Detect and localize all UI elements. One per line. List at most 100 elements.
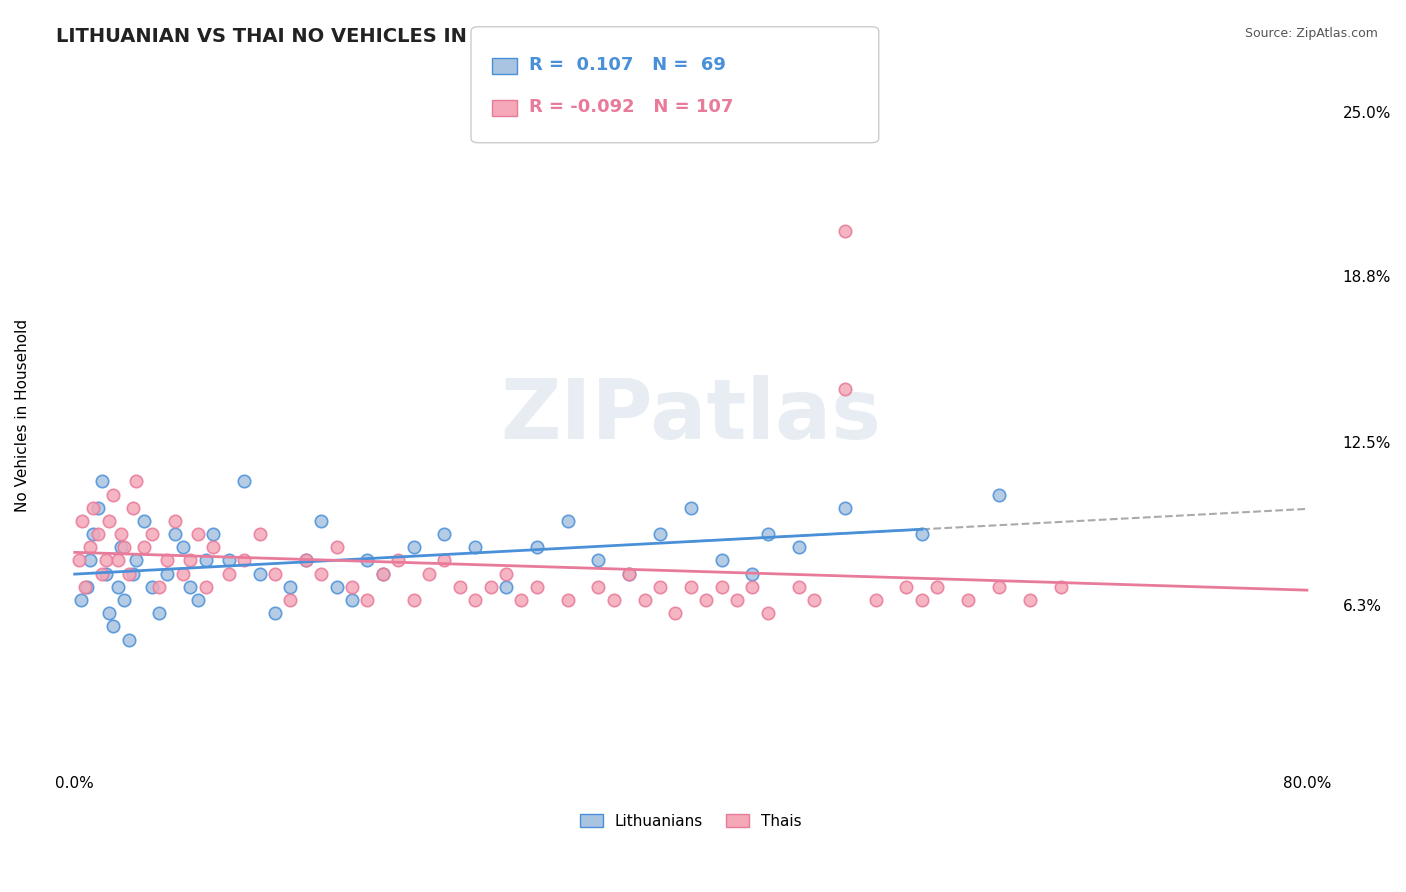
Point <box>479 580 502 594</box>
Point <box>402 541 425 555</box>
Point <box>280 593 302 607</box>
Point <box>141 580 163 594</box>
Point <box>218 553 240 567</box>
Text: LITHUANIAN VS THAI NO VEHICLES IN HOUSEHOLD CORRELATION CHART: LITHUANIAN VS THAI NO VEHICLES IN HOUSEH… <box>56 27 852 45</box>
Point <box>741 566 763 581</box>
Point <box>787 580 810 594</box>
Point <box>94 553 117 567</box>
Point <box>125 475 148 489</box>
Point <box>695 593 717 607</box>
Point <box>309 566 332 581</box>
Point <box>112 593 135 607</box>
Point <box>107 580 129 594</box>
Point <box>87 500 110 515</box>
Point <box>648 527 671 541</box>
Point <box>110 541 132 555</box>
Point <box>957 593 980 607</box>
Point <box>122 566 145 581</box>
Point <box>896 580 918 594</box>
Point <box>91 566 114 581</box>
Point <box>122 500 145 515</box>
Text: Source: ZipAtlas.com: Source: ZipAtlas.com <box>1244 27 1378 40</box>
Point <box>233 475 256 489</box>
Point <box>911 527 934 541</box>
Point <box>987 487 1010 501</box>
Point <box>557 514 579 528</box>
Point <box>588 580 610 594</box>
Point <box>264 566 287 581</box>
Point <box>588 553 610 567</box>
Point <box>202 541 225 555</box>
Point <box>249 566 271 581</box>
Point <box>141 527 163 541</box>
Point <box>756 527 779 541</box>
Point <box>79 553 101 567</box>
Point <box>87 527 110 541</box>
Point <box>103 487 125 501</box>
Point <box>125 553 148 567</box>
Point <box>148 580 170 594</box>
Point <box>449 580 471 594</box>
Point <box>132 541 155 555</box>
Point <box>495 580 517 594</box>
Point <box>148 606 170 620</box>
Point <box>710 553 733 567</box>
Point <box>172 566 194 581</box>
Point <box>249 527 271 541</box>
Point <box>117 632 139 647</box>
Text: ZIPatlas: ZIPatlas <box>501 375 882 456</box>
Point <box>91 475 114 489</box>
Point <box>927 580 949 594</box>
Point <box>371 566 394 581</box>
Point <box>664 606 686 620</box>
Point <box>218 566 240 581</box>
Legend: Lithuanians, Thais: Lithuanians, Thais <box>574 807 808 835</box>
Point <box>1049 580 1071 594</box>
Point <box>309 514 332 528</box>
Point <box>526 541 548 555</box>
Point <box>97 606 120 620</box>
Point <box>75 580 97 594</box>
Point <box>834 500 856 515</box>
Point <box>172 541 194 555</box>
Point <box>97 514 120 528</box>
Point <box>110 527 132 541</box>
Point <box>79 541 101 555</box>
Point <box>70 593 93 607</box>
Point <box>834 224 856 238</box>
Point <box>156 566 179 581</box>
Point <box>294 553 316 567</box>
Point <box>179 553 201 567</box>
Point <box>117 566 139 581</box>
Point <box>741 580 763 594</box>
Point <box>464 593 486 607</box>
Point <box>179 580 201 594</box>
Point <box>495 566 517 581</box>
Point <box>510 593 533 607</box>
Point <box>526 580 548 594</box>
Point <box>865 593 887 607</box>
Point <box>911 593 934 607</box>
Text: R =  0.107   N =  69: R = 0.107 N = 69 <box>529 56 725 74</box>
Point <box>603 593 626 607</box>
Point <box>67 553 90 567</box>
Point <box>156 553 179 567</box>
Point <box>433 527 456 541</box>
Point <box>787 541 810 555</box>
Point <box>94 566 117 581</box>
Point <box>325 541 347 555</box>
Point <box>103 619 125 633</box>
Point <box>557 593 579 607</box>
Point <box>633 593 655 607</box>
Point <box>325 580 347 594</box>
Point <box>194 553 217 567</box>
Point <box>107 553 129 567</box>
Point <box>710 580 733 594</box>
Point <box>371 566 394 581</box>
Point <box>340 580 363 594</box>
Point <box>834 382 856 396</box>
Point <box>187 527 209 541</box>
Point <box>402 593 425 607</box>
Point <box>194 580 217 594</box>
Point <box>619 566 641 581</box>
